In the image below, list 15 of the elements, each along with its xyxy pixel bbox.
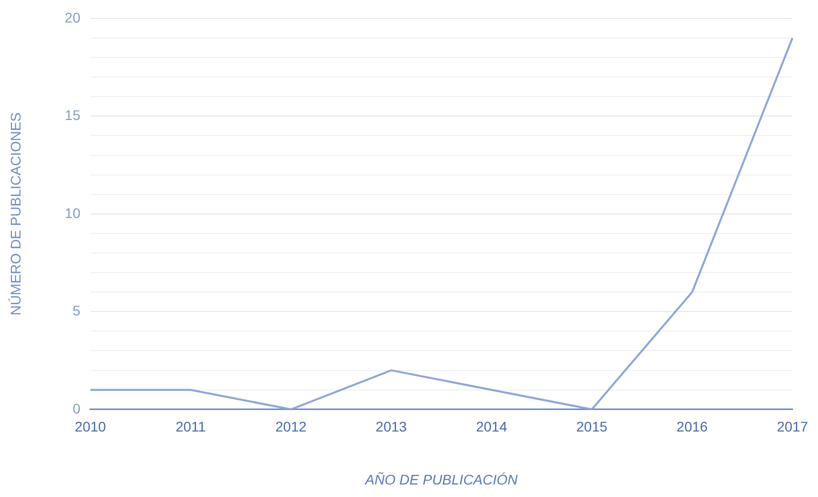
x-tick-label: 2016	[676, 418, 708, 435]
y-tick-label: 15	[64, 107, 81, 124]
x-tick-label: 2013	[376, 418, 408, 435]
x-tick-label: 2010	[74, 418, 106, 435]
x-tick-label: 2015	[576, 418, 608, 435]
y-tick-label: 0	[72, 400, 81, 416]
x-tick-label: 2011	[176, 418, 206, 435]
y-axis-title: NÚMERO DE PUBLICACIONES	[7, 112, 24, 316]
x-tick-label: 2017	[776, 418, 808, 435]
y-tick-label: 5	[72, 302, 81, 319]
x-axis-title: AÑO DE PUBLICACIÓN	[364, 471, 519, 488]
x-tick-label: 2014	[476, 418, 508, 435]
x-tick-label: 2012	[275, 418, 307, 435]
y-tick-label: 20	[64, 9, 81, 26]
y-tick-label: 10	[64, 204, 81, 221]
